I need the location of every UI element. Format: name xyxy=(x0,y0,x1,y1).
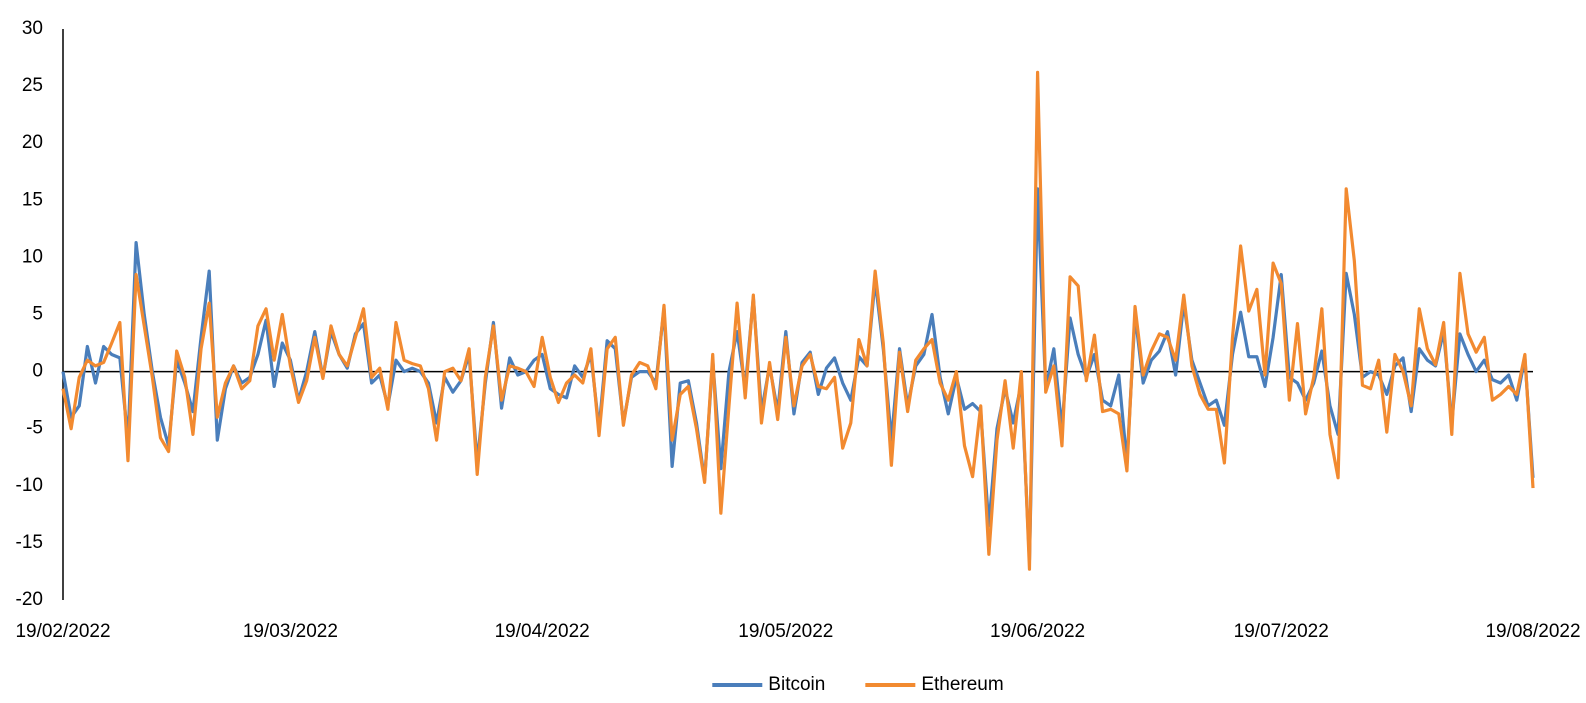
x-tick-label: 19/06/2022 xyxy=(990,621,1085,642)
x-tick-label: 19/07/2022 xyxy=(1234,621,1329,642)
x-tick-label: 19/04/2022 xyxy=(495,621,590,642)
y-tick-label: -20 xyxy=(16,589,43,610)
y-tick-label: 0 xyxy=(32,361,43,382)
y-tick-label: 10 xyxy=(22,246,43,267)
legend-label: Ethereum xyxy=(921,674,1003,695)
y-tick-label: 15 xyxy=(22,189,43,210)
y-tick-label: -15 xyxy=(16,532,43,553)
y-tick-label: -10 xyxy=(16,475,43,496)
y-tick-label: 25 xyxy=(22,75,43,96)
y-tick-label: 20 xyxy=(22,132,43,153)
series-line xyxy=(61,70,1535,571)
x-tick-label: 19/08/2022 xyxy=(1485,621,1580,642)
y-tick-label: 5 xyxy=(32,304,43,325)
y-tick-label: 30 xyxy=(22,18,43,39)
x-tick-label: 19/03/2022 xyxy=(243,621,338,642)
y-tick-label: -5 xyxy=(26,418,43,439)
legend-label: Bitcoin xyxy=(768,674,825,695)
x-tick-label: 19/05/2022 xyxy=(738,621,833,642)
x-tick-label: 19/02/2022 xyxy=(15,621,110,642)
